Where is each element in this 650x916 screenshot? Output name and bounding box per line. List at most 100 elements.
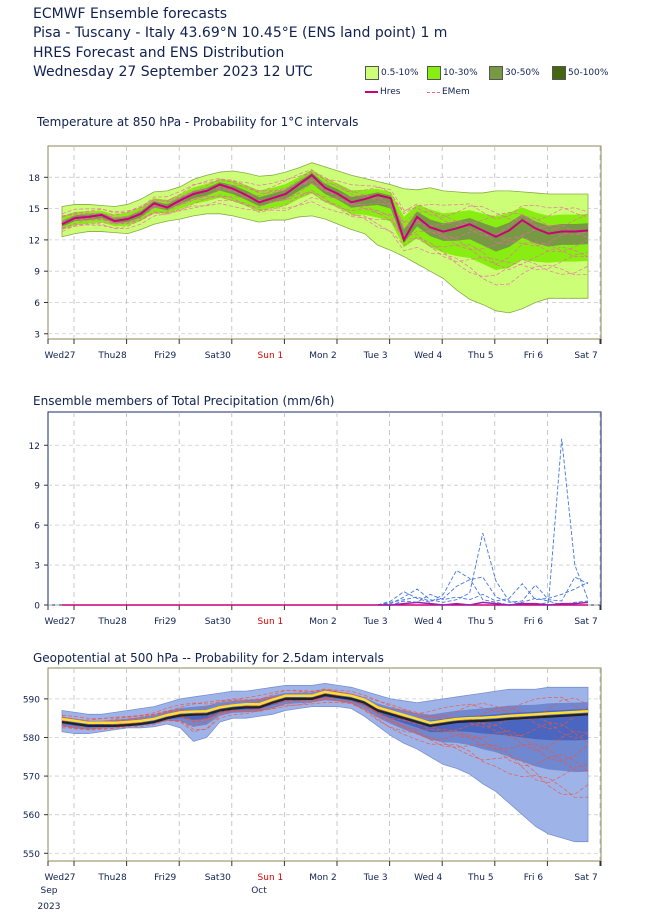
panel-title-geopotential: Geopotential at 500 hPa -- Probability f…: [33, 651, 384, 665]
legend-hres-label: Hres: [380, 87, 401, 97]
ensemble-member-line: [61, 688, 589, 730]
legend-emem: EMem: [427, 87, 470, 97]
x-tick-label: Fri29: [154, 873, 176, 883]
date-label-month2: Oct: [251, 886, 267, 896]
ensemble-member-line: [61, 172, 589, 220]
header-location: Pisa - Tuscany - Italy 43.69°N 10.45°E (…: [33, 25, 448, 41]
x-tick-label: Sat30: [205, 617, 231, 627]
date-label-year: 2023: [38, 902, 61, 912]
legend-label-1: 10-30%: [443, 68, 478, 78]
x-tick-label: Sun 1: [258, 351, 284, 361]
x-tick-label: Mon 2: [309, 873, 337, 883]
legend-label-0: 0.5-10%: [381, 68, 419, 78]
ensemble-member-line: [61, 698, 589, 784]
ensemble-member-line: [61, 192, 589, 265]
y-tick-label: 3: [34, 562, 40, 572]
legend-label-2: 30-50%: [505, 68, 540, 78]
x-tick-label: Sun 1: [258, 873, 284, 883]
x-tick-label: Sat 7: [574, 873, 597, 883]
x-tick-label: Thu 5: [467, 617, 494, 627]
x-tick-label: Thu28: [97, 617, 127, 627]
x-tick-label: Wed27: [44, 351, 75, 361]
ensemble-member-line: [61, 698, 589, 795]
legend-item-3: 50-100%: [552, 66, 608, 80]
ensemble-member-line: [61, 182, 589, 245]
hres-line: [61, 173, 589, 243]
legend-emem-label: EMem: [442, 87, 470, 97]
ensemble-member-line: [61, 689, 589, 721]
x-tick-label: Thu28: [97, 351, 127, 361]
y-tick-label: 590: [23, 695, 40, 705]
x-tick-label: Fri 6: [524, 351, 544, 361]
x-tick-label: Wed27: [44, 617, 75, 627]
legend-swatch-1: [427, 66, 441, 80]
legend-item-1: 10-30%: [427, 66, 478, 80]
legend-hres: Hres: [365, 87, 401, 97]
x-tick-label: Sat30: [205, 873, 231, 883]
y-tick-label: 0: [34, 602, 40, 612]
y-tick-label: 580: [23, 734, 40, 744]
legend-swatch-2: [489, 66, 503, 80]
x-tick-label: Tue 3: [363, 617, 388, 627]
x-tick-label: Sat30: [205, 351, 231, 361]
x-tick-label: Thu 5: [467, 351, 494, 361]
x-tick-label: Mon 2: [309, 351, 337, 361]
x-tick-label: Wed 4: [414, 873, 442, 883]
ensemble-member-line: [61, 169, 589, 222]
ensemble-member-line: [61, 696, 589, 772]
ensemble-member-line: [61, 691, 589, 739]
header-subtitle: HRES Forecast and ENS Distribution: [33, 45, 285, 61]
ensemble-member-line: [61, 689, 589, 719]
y-tick-label: 3: [34, 330, 40, 340]
header-title: ECMWF Ensemble forecasts: [33, 6, 228, 22]
precip-member-line: [377, 438, 589, 606]
plot-frame: [47, 411, 602, 606]
ensemble-member-line: [61, 170, 589, 231]
x-tick-label: Sat 7: [574, 617, 597, 627]
x-tick-label: Fri 6: [524, 617, 544, 627]
y-tick-label: 18: [29, 174, 41, 184]
x-tick-label: Wed27: [44, 873, 75, 883]
y-tick-label: 560: [23, 811, 40, 821]
x-tick-label: Wed 4: [414, 617, 442, 627]
ensemble-envelope-inner: [62, 692, 588, 741]
ensemble-member-line: [61, 201, 589, 286]
chart-panel-2: 550 560 570 580 590 Wed27 Thu28 Fri29 Sat30 Sun 1…: [23, 667, 602, 883]
legend-emem-line: [427, 91, 440, 93]
chart-panel-1: 0 3 6 9 12 Wed27 Thu28 Fri29 Sat30 Sun 1 Mon 2 Tue …: [29, 411, 602, 627]
y-tick-label: 12: [29, 442, 40, 452]
x-tick-label: Tue 3: [363, 873, 388, 883]
chart-panel-0: 3 6 9 12 15 18 Wed27 Thu28 Fri29 Sat30 Sun 1 Mon 2 T…: [29, 145, 602, 361]
y-tick-label: 6: [34, 299, 40, 309]
date-label-month1: Sep: [41, 886, 58, 896]
x-tick-label: Mon 2: [309, 617, 337, 627]
y-tick-label: 15: [29, 205, 40, 215]
ens-mean-line: [61, 690, 589, 725]
y-tick-label: 9: [34, 482, 40, 492]
precip-member-line: [377, 581, 589, 606]
panel-title-temperature: Temperature at 850 hPa - Probability for…: [37, 115, 359, 129]
panel-title-precipitation: Ensemble members of Total Precipitation …: [33, 394, 335, 408]
ensemble-member-line: [61, 197, 589, 277]
x-tick-label: Fri29: [154, 617, 176, 627]
legend-hres-line: [365, 91, 378, 93]
ensemble-member-line: [61, 702, 589, 798]
x-tick-label: Sat 7: [574, 351, 597, 361]
legend-swatch-0: [365, 66, 379, 80]
legend-label-3: 50-100%: [568, 68, 609, 78]
legend-item-0: 0.5-10%: [365, 66, 419, 80]
y-tick-label: 9: [34, 268, 40, 278]
header-date: Wednesday 27 September 2023 12 UTC: [33, 64, 313, 80]
ensemble-envelope-inner: [62, 172, 588, 252]
x-tick-label: Fri 6: [524, 873, 544, 883]
hres-shadow-line: [61, 693, 589, 728]
x-tick-label: Tue 3: [363, 351, 388, 361]
x-tick-label: Thu 5: [467, 873, 494, 883]
legend-item-2: 30-50%: [489, 66, 540, 80]
ensemble-member-line: [61, 192, 589, 271]
x-tick-label: Fri29: [154, 351, 176, 361]
precip-member-line: [377, 569, 589, 606]
legend-swatch-3: [552, 66, 566, 80]
hres-line: [377, 601, 589, 606]
